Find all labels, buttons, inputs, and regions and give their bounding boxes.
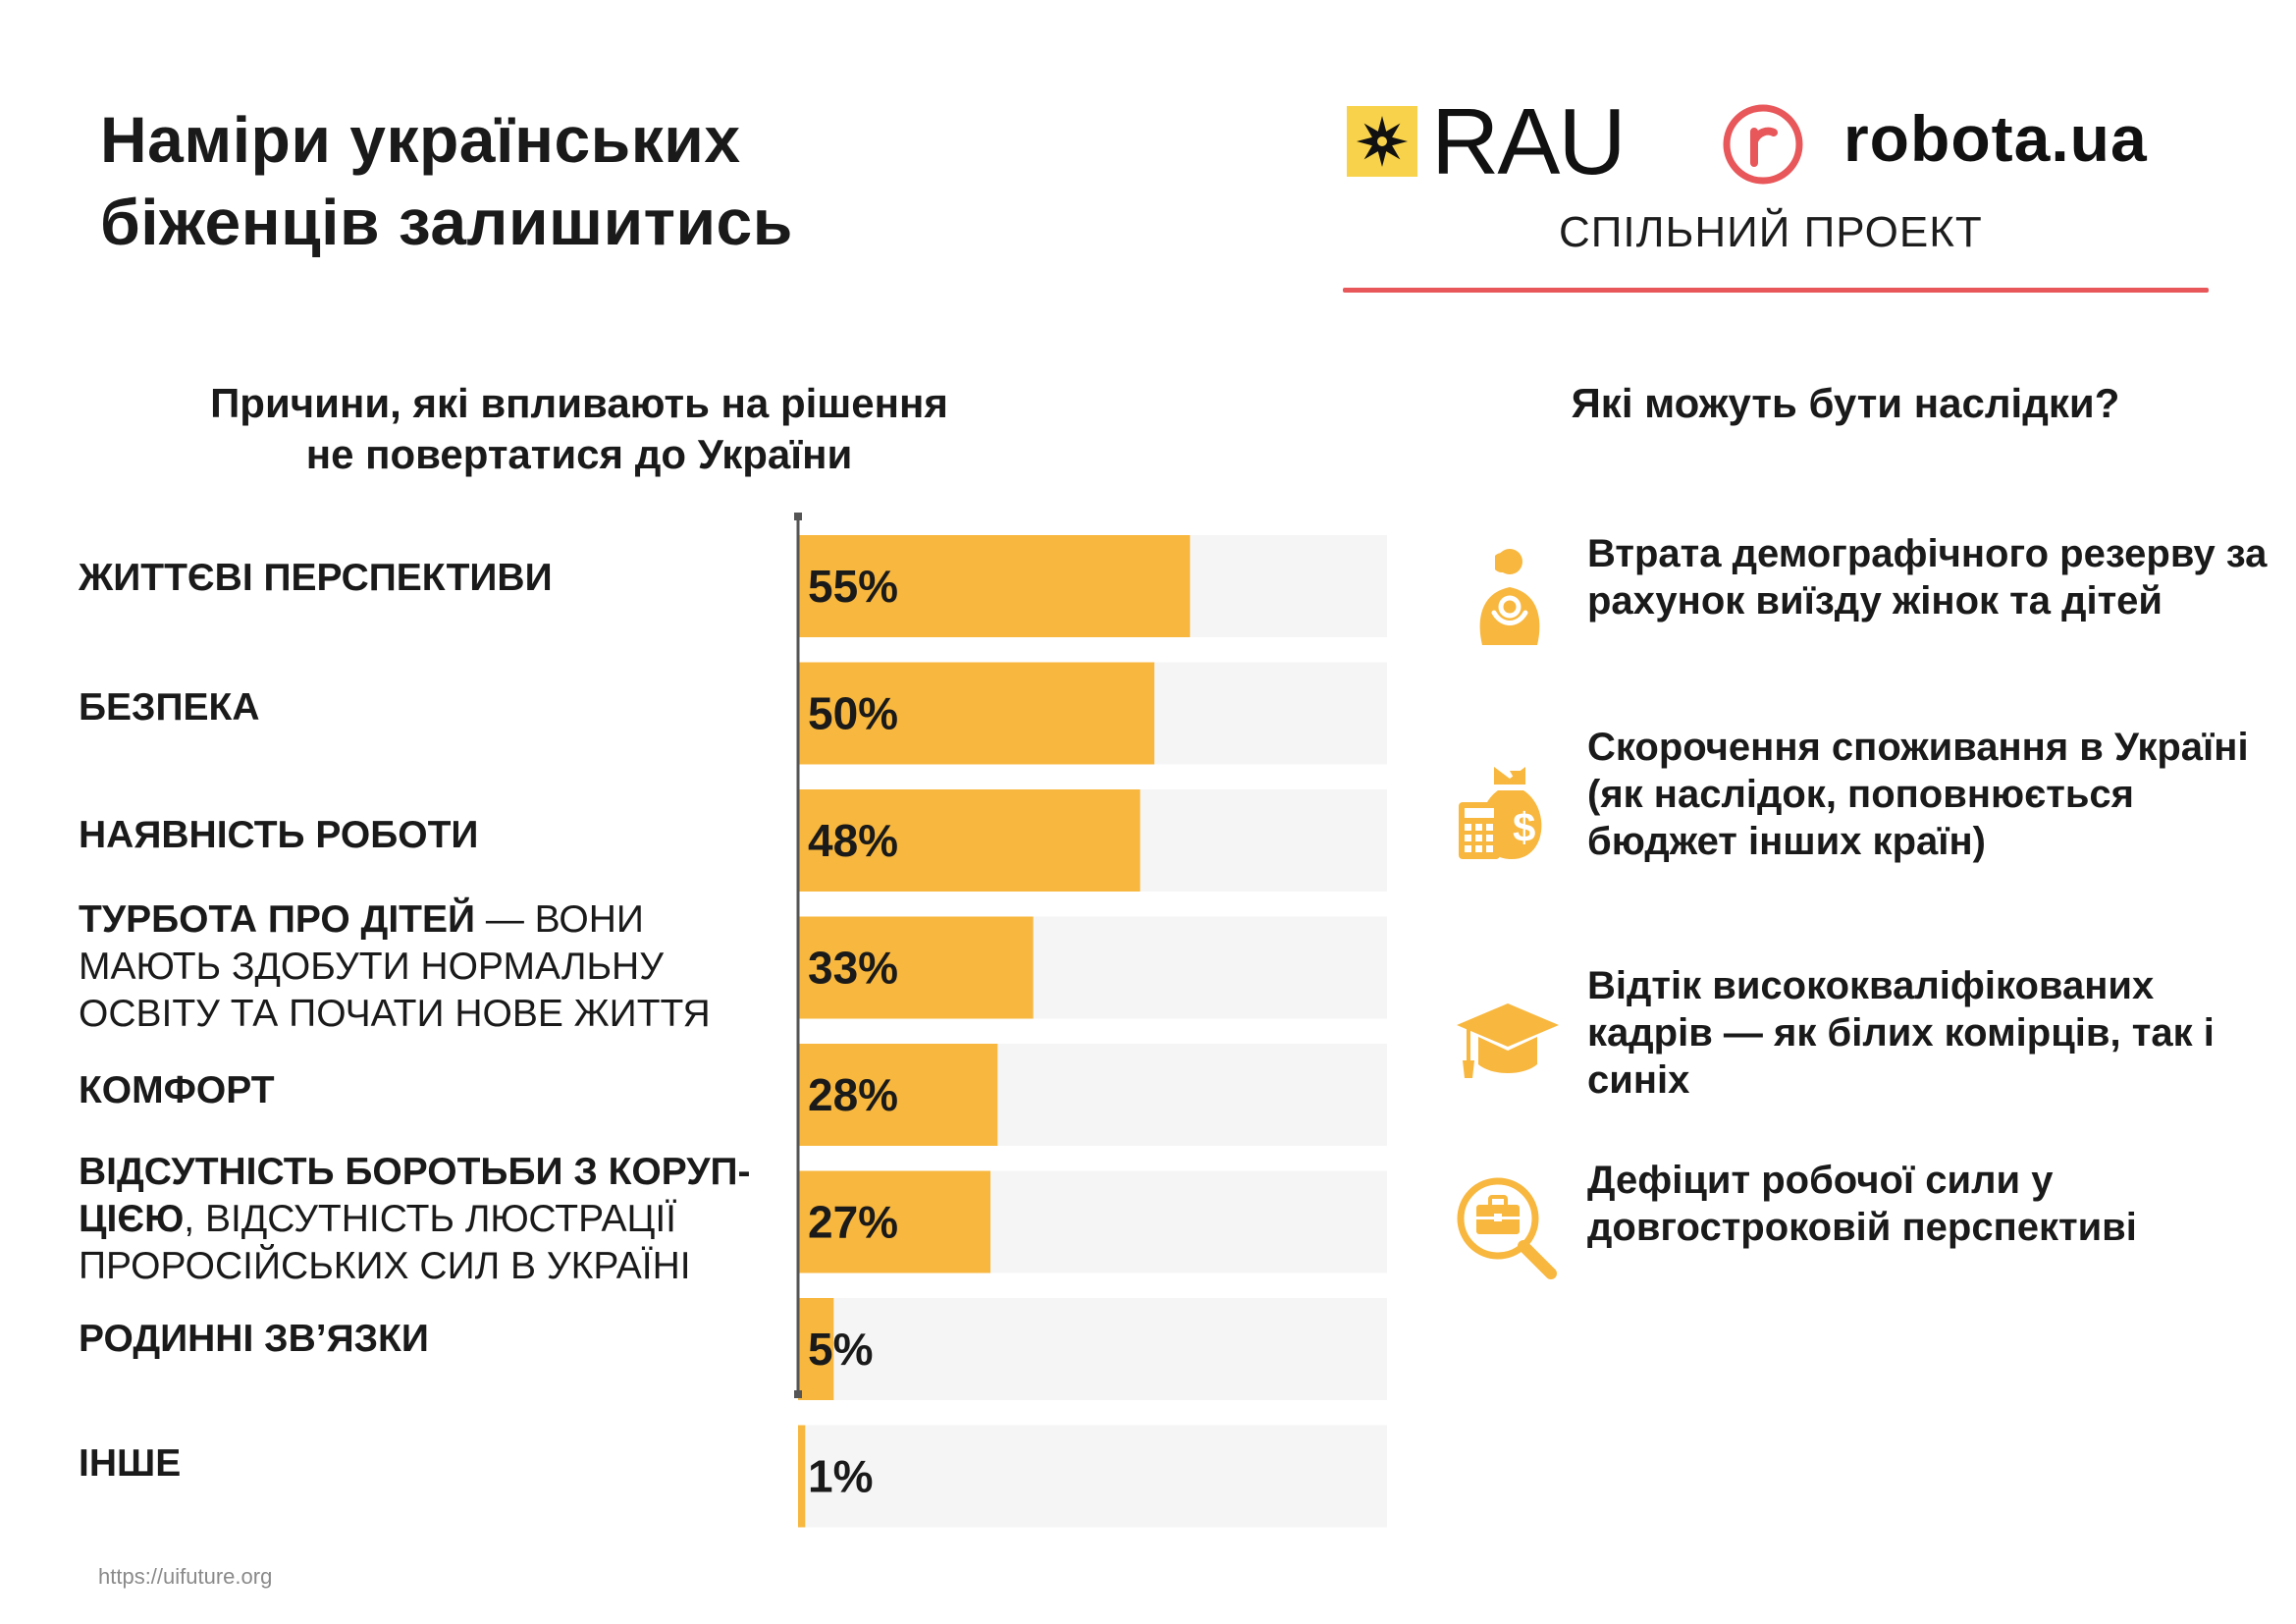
mother-child-icon	[1453, 542, 1561, 650]
category-label: РОДИННІ ЗВ’ЯЗКИ	[79, 1318, 429, 1360]
axis-cap-bottom	[794, 1390, 802, 1398]
category-label: ЖИТТЄВІ ПЕРСПЕКТИВИ	[79, 557, 553, 599]
category-label: ІНШЕ	[79, 1442, 182, 1485]
brand-block: RAU robota.ua СПІЛЬНИЙ ПРОЕКТ	[1343, 89, 2207, 295]
source-url[interactable]: https://uifuture.org	[98, 1564, 273, 1589]
category-label: ТУРБОТА ПРО ДІТЕЙ — ВОНИ МАЮТЬ ЗДОБУТИ Н…	[79, 898, 711, 1035]
bar-value-label: 5%	[808, 1324, 873, 1375]
joint-project-label: СПІЛЬНИЙ ПРОЕКТ	[1559, 208, 1983, 256]
svg-text:$: $	[1513, 804, 1535, 850]
graduation-cap-icon	[1453, 982, 1561, 1090]
bar-value-label: 28%	[808, 1069, 898, 1120]
bar	[798, 1425, 806, 1528]
rau-logo-text: RAU	[1431, 89, 1627, 194]
consequence-text: Дефіцит робочої сили у довгостроковій пе…	[1587, 1159, 2137, 1249]
bar	[798, 1298, 834, 1400]
bar	[798, 535, 1191, 637]
chart-heading-line-1: Причини, які впливають на рішення	[210, 380, 948, 426]
bar	[798, 1170, 991, 1273]
brand-divider	[1343, 288, 2209, 293]
bar-value-label: 55%	[808, 561, 898, 612]
consequence-text: Скорочення споживання в Україні (як насл…	[1587, 726, 2249, 863]
category-label: КОМФОРТ	[79, 1069, 275, 1111]
title-line-2: біженців залишитись	[100, 186, 793, 258]
robota-logo-text: robota.ua	[1843, 102, 2148, 175]
bar	[798, 1044, 998, 1146]
consequence-text: Відтік висококваліфікованих кадрів — як …	[1587, 964, 2215, 1102]
bar	[798, 916, 1034, 1019]
category-label: БЕЗПЕКА	[79, 686, 260, 729]
title-line-1: Наміри українських	[100, 103, 741, 176]
chart-heading: Причини, які впливають на рішення не пов…	[128, 378, 1031, 480]
bar-value-label: 27%	[808, 1197, 898, 1248]
bar-value-label: 48%	[808, 815, 898, 866]
consequences-heading: Які можуть бути наслідки?	[1571, 380, 2120, 426]
bar	[798, 789, 1141, 892]
chart-heading-line-2: не повертатися до України	[305, 431, 853, 477]
bar-value-label: 33%	[808, 943, 898, 994]
briefcase-search-icon	[1453, 1173, 1561, 1281]
robota-logo-icon	[1721, 102, 1805, 187]
bar	[798, 662, 1154, 765]
money-calculator-icon: $	[1453, 761, 1561, 869]
rau-logo-icon	[1347, 106, 1417, 177]
category-label: НАЯВНІСТЬ РОБОТИ	[79, 814, 479, 856]
category-label: ВІДСУТНІСТЬ БОРОТЬБИ З КОРУП-ЦІЄЮ, ВІДСУ…	[79, 1151, 751, 1287]
bar-value-label: 50%	[808, 688, 898, 739]
bar-track	[798, 1425, 1387, 1528]
bar-track	[798, 1298, 1387, 1400]
consequence-text: Втрата демографічного резерву за рахунок…	[1587, 532, 2268, 623]
axis-cap-top	[794, 513, 802, 520]
bar-value-label: 1%	[808, 1451, 873, 1502]
page-title: Наміри українських біженців залишитись	[100, 98, 793, 263]
